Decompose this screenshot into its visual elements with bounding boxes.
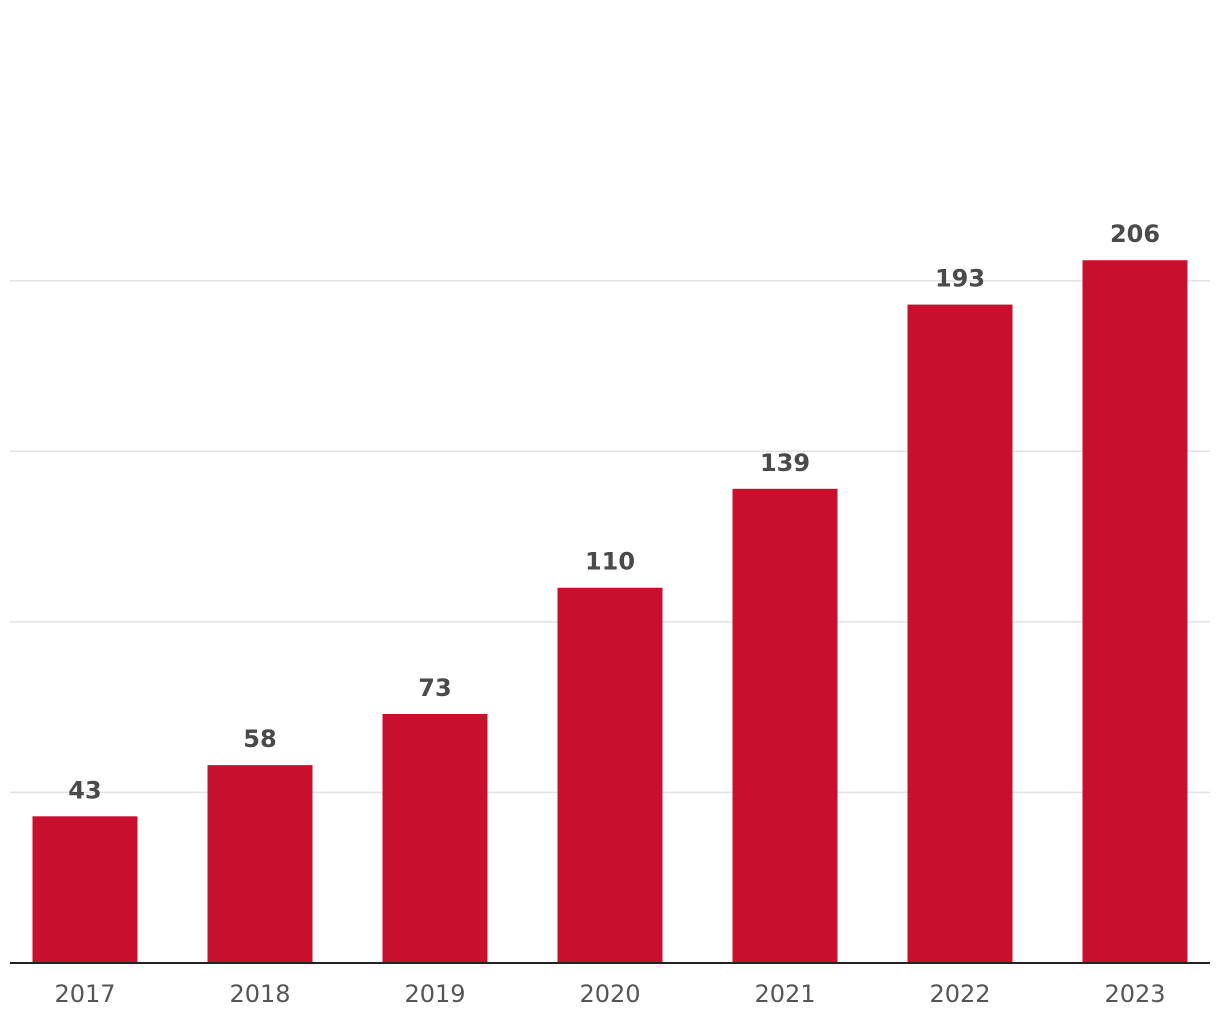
bar-2017 <box>32 816 138 963</box>
x-axis-tick-labels: 2017 2018 2019 2020 2021 2022 2023 <box>54 980 1165 1008</box>
value-labels: 43 58 73 110 139 193 206 <box>68 220 1160 804</box>
bar-2021 <box>732 488 838 963</box>
value-label-2019: 73 <box>418 674 451 702</box>
value-label-2021: 139 <box>760 449 810 477</box>
x-tick-label-2017: 2017 <box>54 980 115 1008</box>
value-label-2017: 43 <box>68 776 101 804</box>
x-tick-label-2020: 2020 <box>579 980 640 1008</box>
value-label-2020: 110 <box>585 548 635 576</box>
x-tick-label-2021: 2021 <box>754 980 815 1008</box>
bars <box>32 260 1188 964</box>
value-label-2022: 193 <box>935 265 985 293</box>
x-tick-label-2019: 2019 <box>404 980 465 1008</box>
x-tick-label-2023: 2023 <box>1104 980 1165 1008</box>
bar-2022 <box>907 304 1013 963</box>
x-tick-label-2022: 2022 <box>929 980 990 1008</box>
value-label-2023: 206 <box>1110 220 1160 248</box>
value-label-2018: 58 <box>243 725 276 753</box>
bar-2023 <box>1082 260 1188 964</box>
bar-2018 <box>207 765 313 963</box>
bar-2019 <box>382 713 488 963</box>
bar-2020 <box>557 587 663 963</box>
x-tick-label-2018: 2018 <box>229 980 290 1008</box>
